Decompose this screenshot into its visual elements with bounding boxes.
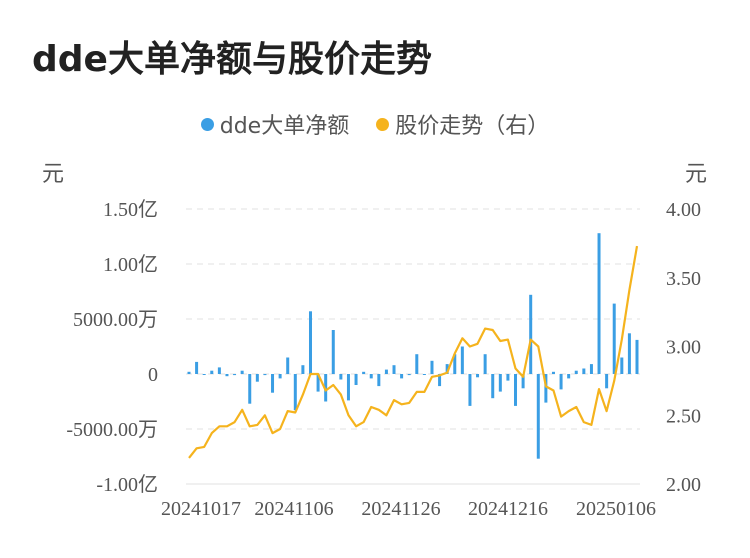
bar [514,374,518,406]
bar [346,374,350,401]
bar [407,374,411,376]
bar [574,370,578,374]
bar [316,374,320,392]
bar [627,333,631,374]
bar [202,374,206,375]
bar [589,364,593,374]
bar [422,374,426,375]
bar [476,374,480,378]
bar [354,374,358,385]
legend-bar-marker [200,117,214,131]
bar [324,374,328,402]
bar [255,374,259,382]
bar [392,365,396,374]
left-axis-unit: 元 [42,162,65,187]
legend-line-marker [376,117,390,131]
bar [430,360,434,374]
bar [301,365,305,374]
legend-label-line: 股价走势（右） [395,114,550,139]
x-tick-label: 20250106 [576,498,656,520]
legend-label-bars: dde大单净额 [219,114,350,139]
right-axis-unit: 元 [685,162,708,187]
bar [217,367,221,374]
bar [559,374,563,390]
y-right-tick-label: 3.50 [666,268,701,290]
legend: dde大单净额 股价走势（右） [0,108,750,140]
bar [362,371,366,374]
bar [605,374,609,389]
bar [187,371,191,374]
y-left-tick-label: 1.50亿 [103,198,158,221]
y-right-tick-label: 3.00 [666,337,701,359]
legend-item-bars[interactable]: dde大单净额 [200,108,350,140]
y-left-tick-label: -5000.00万 [66,419,158,441]
y-left-tick-label: 1.00亿 [103,253,158,276]
y-left-tick-label: -1.00亿 [96,473,158,496]
bar [438,374,442,387]
x-tick-label: 20241216 [468,498,548,520]
bar [195,361,199,374]
bar [240,370,244,374]
bar [286,357,290,374]
bar [233,374,237,376]
y-right-tick-label: 2.00 [666,474,701,496]
bar [278,374,282,379]
bar [248,374,252,404]
bar [506,374,510,381]
bar [491,374,495,399]
bar [498,374,502,392]
y-left-tick-label: 0 [148,364,158,386]
x-tick-label: 20241126 [361,498,440,520]
bar [210,370,214,374]
bar [529,294,533,374]
y-left-tick-label: 5000.00万 [73,309,158,331]
x-tick-label: 20241106 [254,498,333,520]
bar [521,374,525,389]
y-right-tick-label: 2.50 [666,405,701,427]
bar [271,374,275,393]
bar [453,354,457,374]
bar [445,364,449,374]
price-line [188,245,639,459]
bar [483,354,487,374]
bar [225,374,229,377]
bar [331,330,335,374]
chart-title: dde大单净额与股价走势 [32,39,432,80]
bar [400,374,404,379]
bar [620,357,624,374]
bar [536,374,540,459]
bar [293,374,297,411]
bar [544,374,548,403]
bar [377,374,381,387]
bar [460,346,464,374]
bar [597,233,601,374]
bar [551,371,555,374]
bar [415,354,419,374]
bar [384,369,388,374]
bar [582,368,586,374]
bar [468,374,472,406]
bar [635,339,639,374]
bar [612,303,616,374]
x-tick-label: 20241017 [161,498,241,520]
legend-item-line[interactable]: 股价走势（右） [376,108,549,140]
bar [567,374,571,379]
bar [263,374,267,376]
bar [339,374,343,380]
bar [308,311,312,374]
bar [369,374,373,379]
y-right-tick-label: 4.00 [666,199,701,221]
